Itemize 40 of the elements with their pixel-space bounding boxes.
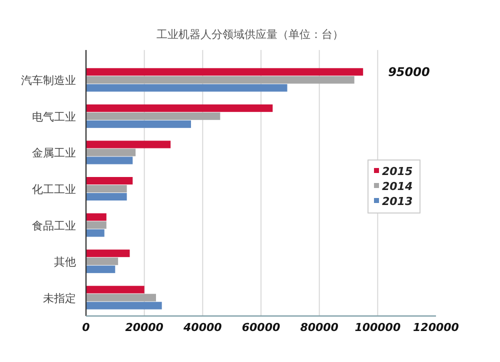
y-tick-label: 未指定: [43, 292, 76, 305]
bar: [86, 112, 220, 120]
y-tick-label: 其他: [54, 256, 76, 269]
bar: [86, 302, 162, 310]
bar: [86, 213, 106, 221]
bar: [86, 156, 133, 164]
bar: [86, 266, 116, 274]
bar: [86, 185, 127, 192]
bar: [86, 250, 130, 258]
bar: [86, 177, 133, 184]
bar: [86, 286, 144, 294]
chart-title: 工业机器人分领域供应量（单位：台）: [156, 28, 344, 41]
x-tick-label: 0: [82, 321, 90, 334]
legend-label: 2013: [382, 195, 413, 208]
x-tick-label: 80000: [300, 321, 339, 334]
legend-label: 2014: [382, 180, 413, 193]
y-tick-label: 金属工业: [32, 146, 76, 160]
legend-label: 2015: [382, 165, 413, 178]
y-tick-label: 汽车制造业: [21, 74, 76, 88]
bar: [86, 104, 273, 112]
y-tick-label: 食品工业: [32, 219, 76, 232]
bar: [86, 193, 127, 200]
bar: [86, 140, 171, 148]
bar: [86, 294, 156, 302]
bar: [86, 68, 364, 76]
bar: [86, 76, 354, 84]
bar: [86, 120, 191, 128]
bar: [86, 229, 104, 237]
bar: [86, 221, 106, 229]
data-label: 95000: [388, 65, 430, 80]
x-tick-label: 20000: [125, 321, 164, 334]
x-tick-label: 120000: [413, 321, 460, 334]
y-tick-label: 化工工业: [32, 183, 76, 196]
x-tick-label: 40000: [182, 321, 222, 334]
x-tick-label: 100000: [354, 321, 401, 334]
bar: [86, 84, 288, 92]
x-tick-label: 60000: [242, 321, 280, 334]
bar: [86, 258, 118, 266]
bar: [86, 148, 136, 156]
y-tick-label: 电气工业: [32, 110, 76, 124]
